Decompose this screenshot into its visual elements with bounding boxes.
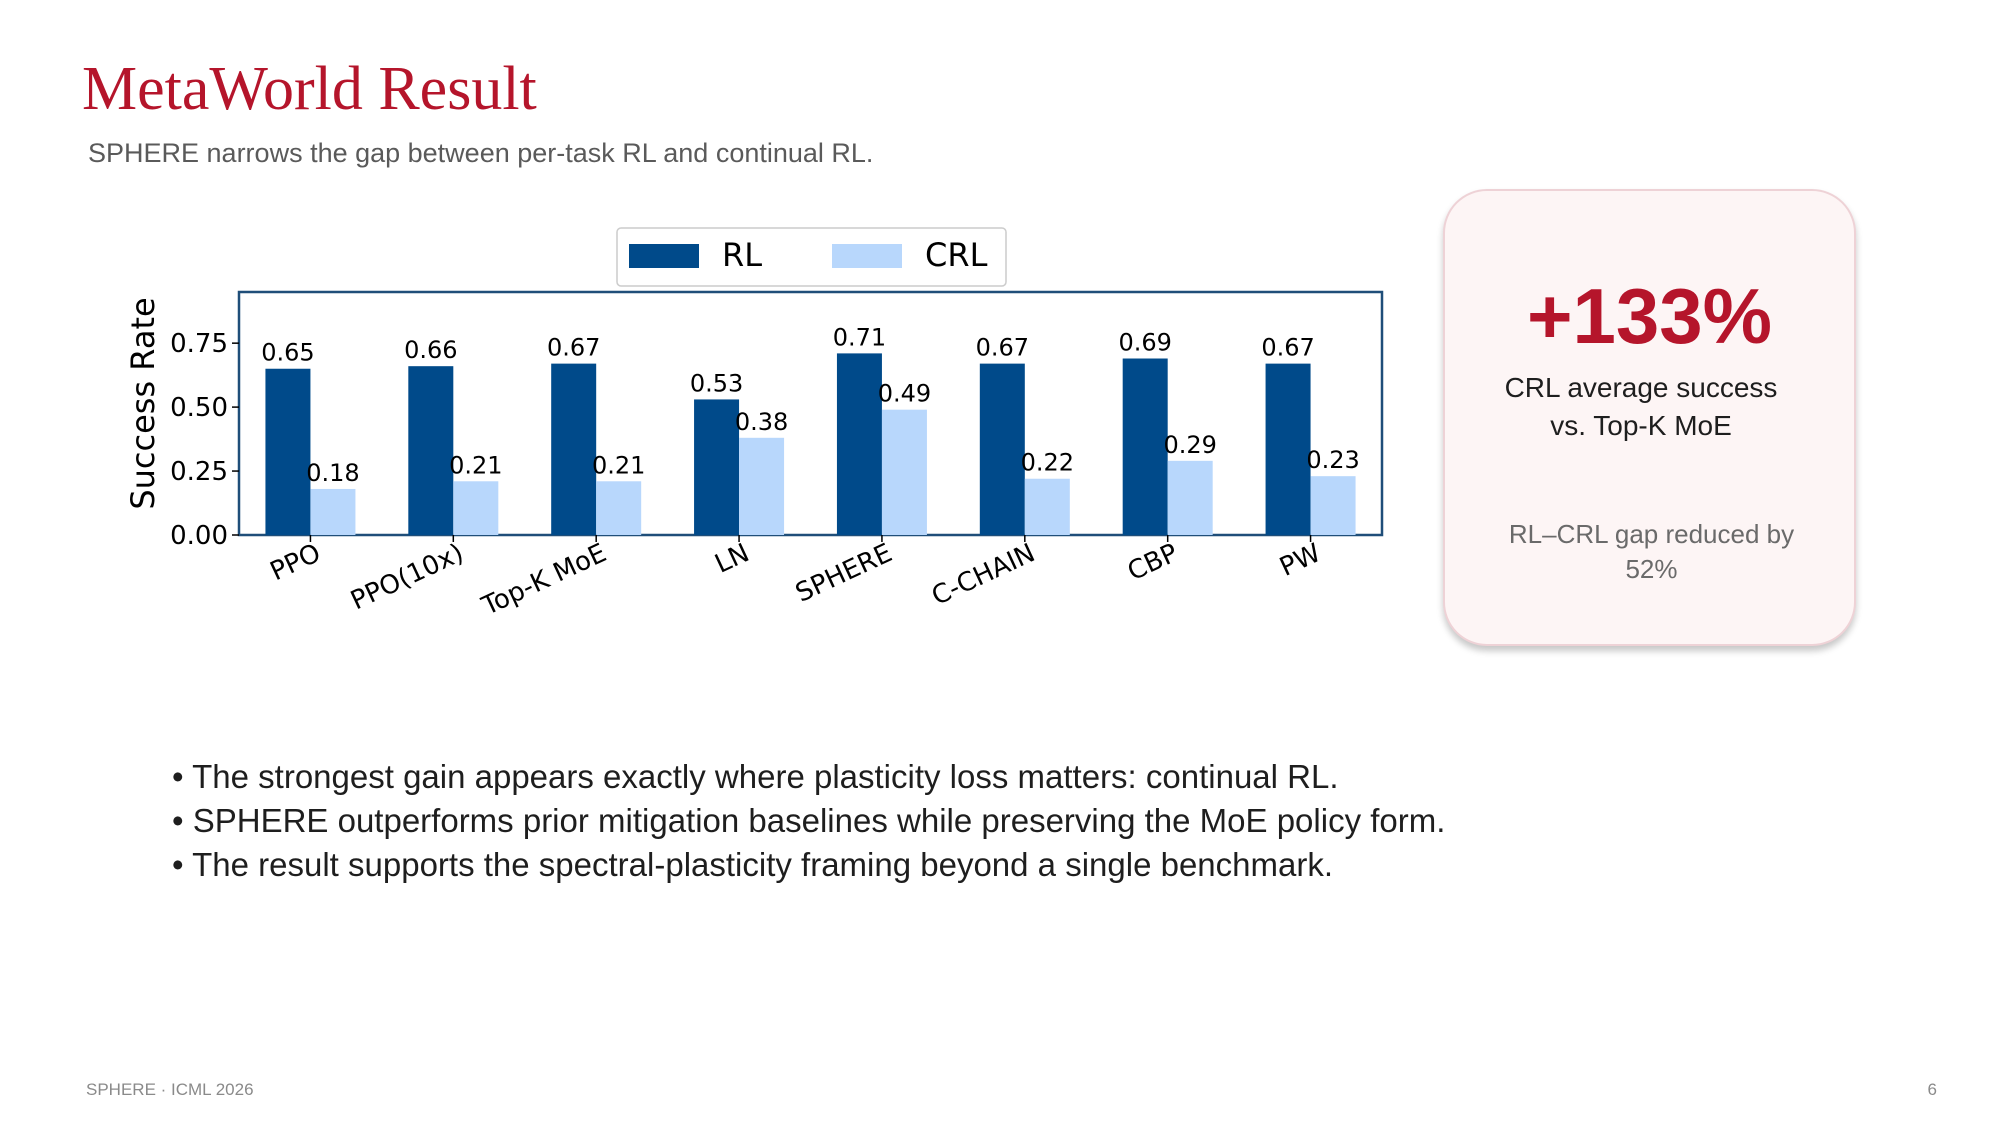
crl-bar xyxy=(1024,478,1070,535)
crl-value-label: 0.21 xyxy=(449,451,502,479)
crl-value-label: 0.38 xyxy=(735,408,788,436)
rl-value-label: 0.67 xyxy=(547,334,600,362)
crl-bar xyxy=(1167,460,1213,535)
rl-bar xyxy=(979,363,1025,535)
crl-bar xyxy=(1310,476,1356,535)
rl-bar xyxy=(265,368,311,535)
rl-bar xyxy=(1122,358,1168,535)
crl-legend-swatch xyxy=(832,244,902,268)
slide-footer: SPHERE · ICML 2026 xyxy=(86,1080,254,1099)
crl-bar xyxy=(310,488,356,535)
rl-value-label: 0.69 xyxy=(1118,329,1171,357)
bullet-item: • SPHERE outperforms prior mitigation ba… xyxy=(172,802,1446,839)
x-tick-label: PW xyxy=(1275,538,1325,583)
card-caption: CRL average success vs. Top-K MoE xyxy=(1504,372,1778,441)
rl-bar xyxy=(836,353,882,535)
crl-value-label: 0.23 xyxy=(1306,446,1359,474)
rl-value-label: 0.66 xyxy=(404,336,457,364)
rl-value-label: 0.71 xyxy=(833,323,886,351)
rl-value-label: 0.53 xyxy=(690,369,743,397)
bullet-item: • The strongest gain appears exactly whe… xyxy=(172,758,1339,795)
rl-bar xyxy=(408,366,454,535)
rl-bar xyxy=(551,363,597,535)
slide-subtitle: SPHERE narrows the gap between per-task … xyxy=(88,138,874,168)
y-tick-label: 0.00 xyxy=(170,521,228,551)
crl-bar xyxy=(739,437,785,535)
highlight-card: +133% CRL average success vs. Top-K MoE … xyxy=(1443,189,1856,646)
rl-bar xyxy=(1265,363,1311,535)
y-tick-label: 0.75 xyxy=(170,329,228,359)
page-number: 6 xyxy=(1927,1080,1937,1099)
bullet-item: • The result supports the spectral-plast… xyxy=(172,846,1334,883)
bullet-list: • The strongest gain appears exactly whe… xyxy=(172,755,1445,887)
crl-value-label: 0.22 xyxy=(1021,449,1074,477)
legend-box xyxy=(616,227,1007,287)
x-tick-label: CBP xyxy=(1123,538,1183,587)
slide-title: MetaWorld Result xyxy=(82,55,537,123)
rl-value-label: 0.65 xyxy=(261,339,314,367)
x-tick-label: PPO xyxy=(266,538,326,587)
rl-legend-label: RL xyxy=(722,236,762,274)
crl-bar xyxy=(453,481,499,535)
crl-legend-label: CRL xyxy=(925,236,988,274)
x-tick-label: LN xyxy=(711,538,754,580)
card-note: RL–CRL gap reduced by 52% xyxy=(1508,519,1795,584)
y-tick-label: 0.50 xyxy=(170,393,228,423)
plot-frame xyxy=(237,290,1384,537)
chart-plot-area: 0.00 0.25 0.50 0.75 Success Rate 0.65 0.18 PPO 0… xyxy=(124,290,1384,622)
x-tick-label: C-CHAIN xyxy=(927,538,1040,612)
rl-value-label: 0.67 xyxy=(976,334,1029,362)
crl-bar xyxy=(596,481,642,535)
crl-value-label: 0.18 xyxy=(306,459,359,487)
rl-legend-swatch xyxy=(629,244,699,268)
crl-bar xyxy=(881,409,927,535)
y-tick-label: 0.25 xyxy=(170,457,228,487)
crl-value-label: 0.29 xyxy=(1163,431,1216,459)
rl-value-label: 0.67 xyxy=(1261,334,1314,362)
chart-legend: RL CRL xyxy=(616,227,1007,287)
crl-value-label: 0.21 xyxy=(592,451,645,479)
rl-bar xyxy=(694,399,740,535)
x-tick-label: PPO(10x) xyxy=(346,538,468,616)
x-tick-label: Top-K MoE xyxy=(477,538,611,622)
card-metric: +133% xyxy=(1526,272,1773,360)
y-axis-label: Success Rate xyxy=(124,297,162,509)
crl-value-label: 0.49 xyxy=(878,380,931,408)
x-tick-label: SPHERE xyxy=(791,538,897,609)
